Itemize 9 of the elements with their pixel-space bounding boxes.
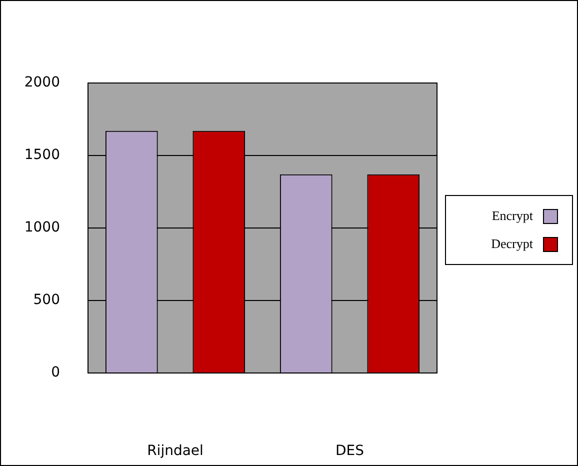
- y-tick-label: 1500: [24, 147, 60, 164]
- legend-label: Decrypt: [491, 236, 533, 252]
- y-tick-label: 1000: [24, 220, 60, 236]
- x-tick-label: DES: [335, 443, 364, 460]
- y-tick-label: 2000: [24, 74, 60, 91]
- y-tick-label: 500: [33, 292, 60, 308]
- y-tick-label: 0: [51, 364, 60, 381]
- legend-label: Encrypt: [492, 208, 533, 224]
- x-tick-label: Rijndael: [147, 443, 204, 460]
